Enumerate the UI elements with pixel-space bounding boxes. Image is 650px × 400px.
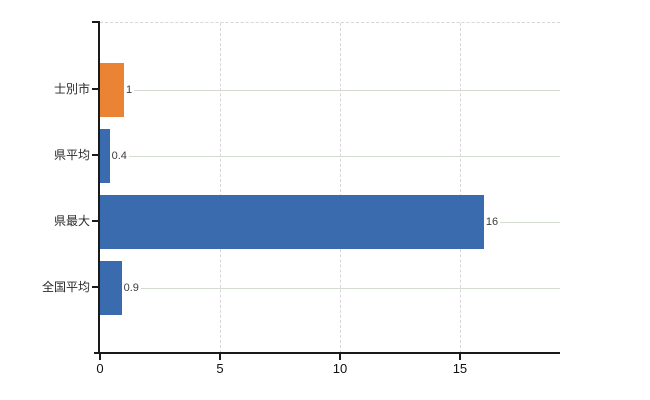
category-leader-line bbox=[128, 155, 560, 157]
x-tick-label: 10 bbox=[332, 361, 348, 376]
vertical-gridline bbox=[339, 23, 341, 353]
value-label: 0.4 bbox=[111, 149, 127, 162]
bar bbox=[100, 129, 110, 183]
y-axis-tick bbox=[92, 286, 99, 288]
y-axis-tick bbox=[92, 154, 99, 156]
value-label: 16 bbox=[485, 215, 499, 228]
category-leader-line bbox=[134, 89, 560, 91]
category-label: 士別市 bbox=[53, 82, 90, 96]
bar-row: 0.4 bbox=[100, 129, 560, 183]
value-label: 1 bbox=[125, 83, 133, 96]
bar-row: 16 bbox=[100, 195, 560, 249]
value-label: 0.9 bbox=[123, 281, 139, 294]
category-label: 県最大 bbox=[53, 214, 90, 228]
y-axis-tick bbox=[92, 88, 99, 90]
x-tick-label: 5 bbox=[216, 361, 224, 376]
bar bbox=[100, 195, 484, 249]
x-tick-label: 15 bbox=[452, 361, 468, 376]
y-axis-line bbox=[98, 22, 100, 353]
bar bbox=[100, 261, 122, 315]
y-axis-tick bbox=[92, 220, 99, 222]
bar bbox=[100, 63, 124, 117]
category-label: 県平均 bbox=[53, 148, 90, 162]
plot-area: 1 0.4 16 0.9 bbox=[100, 22, 560, 353]
category-leader-line bbox=[140, 287, 560, 289]
x-axis-tick bbox=[218, 353, 221, 360]
y-axis-top-tick bbox=[92, 21, 100, 23]
bar-row: 0.9 bbox=[100, 261, 560, 315]
category-label: 全国平均 bbox=[41, 280, 90, 294]
category-leader-line bbox=[500, 221, 560, 223]
x-axis-tick bbox=[458, 353, 461, 360]
bar-row: 1 bbox=[100, 63, 560, 117]
x-axis-tick bbox=[99, 353, 101, 360]
x-axis-line bbox=[94, 352, 560, 354]
x-tick-label: 0 bbox=[96, 361, 104, 376]
vertical-gridline bbox=[459, 23, 461, 353]
vertical-gridline bbox=[219, 23, 221, 353]
x-axis-tick bbox=[338, 353, 341, 360]
